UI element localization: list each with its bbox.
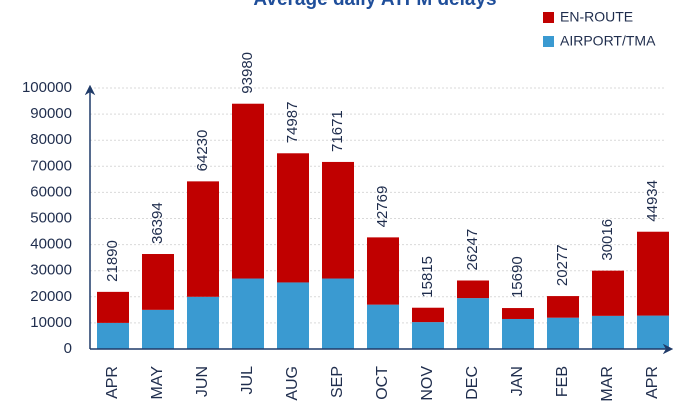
- x-tick-label: FEB: [554, 366, 571, 397]
- y-tick-label: 70000: [30, 157, 72, 174]
- y-tick-label: 90000: [30, 105, 72, 122]
- total-label: 93980: [239, 52, 256, 94]
- legend-swatch: [543, 36, 554, 47]
- bar-segment: [457, 280, 489, 299]
- bar-segment: [142, 309, 174, 349]
- bar-segment: [412, 322, 444, 349]
- bar-segment: [637, 315, 669, 349]
- bar-segment: [547, 296, 579, 318]
- y-tick-label: 40000: [30, 236, 72, 253]
- total-label: 15815: [419, 256, 436, 298]
- total-label: 42769: [374, 186, 391, 228]
- y-tick-label: 100000: [22, 79, 72, 96]
- bar-segment: [187, 296, 219, 349]
- x-tick-label: OCT: [374, 366, 391, 400]
- y-tick-label: 30000: [30, 262, 72, 279]
- bar-segment: [277, 153, 309, 283]
- x-tick-label: JUL: [239, 366, 256, 395]
- y-tick-label: 50000: [30, 209, 72, 226]
- bar-segment: [187, 181, 219, 297]
- y-tick-label: 80000: [30, 131, 72, 148]
- total-label: 71671: [329, 110, 346, 152]
- x-tick-label: APR: [644, 366, 661, 399]
- legend-label: EN-ROUTE: [560, 9, 633, 25]
- bar-segment: [637, 231, 669, 316]
- total-label: 20277: [554, 244, 571, 286]
- legend-label: AIRPORT/TMA: [560, 33, 656, 49]
- x-tick-label: MAY: [149, 366, 166, 400]
- bar-segment: [502, 318, 534, 349]
- bar-segment: [367, 237, 399, 305]
- y-tick-label: 0: [64, 340, 72, 357]
- total-label: 36394: [149, 202, 166, 244]
- bar-segment: [367, 304, 399, 349]
- total-label: 74987: [284, 102, 301, 144]
- total-label: 26247: [464, 229, 481, 271]
- bar-segment: [412, 307, 444, 323]
- bar-segment: [277, 282, 309, 349]
- total-label: 44934: [644, 180, 661, 222]
- y-tick-label: 10000: [30, 314, 72, 331]
- bar-segment: [97, 322, 129, 349]
- x-tick-label: SEP: [329, 366, 346, 398]
- x-tick-label: DEC: [464, 366, 481, 400]
- bar-segment: [592, 315, 624, 349]
- chart-title: Average daily ATFM delays: [253, 0, 496, 10]
- x-tick-label: APR: [104, 366, 121, 399]
- legend-swatch: [543, 12, 554, 23]
- total-label: 21890: [104, 240, 121, 282]
- x-tick-label: JUN: [194, 366, 211, 397]
- y-tick-label: 20000: [30, 288, 72, 305]
- bar-segment: [547, 317, 579, 349]
- bar-segment: [322, 278, 354, 349]
- y-tick-label: 60000: [30, 183, 72, 200]
- bar-segment: [457, 298, 489, 349]
- total-label: 64230: [194, 130, 211, 172]
- bar-segment: [502, 308, 534, 319]
- x-tick-label: MAR: [599, 366, 616, 402]
- bar-segment: [142, 254, 174, 310]
- bar-segment: [592, 270, 624, 316]
- x-tick-label: AUG: [284, 366, 301, 401]
- x-tick-label: JAN: [509, 366, 526, 396]
- total-label: 30016: [599, 219, 616, 261]
- bar-segment: [232, 278, 264, 349]
- total-label: 15690: [509, 256, 526, 298]
- bar-segment: [97, 291, 129, 323]
- bar-segment: [232, 103, 264, 279]
- x-tick-label: NOV: [419, 366, 436, 401]
- bar-segment: [322, 161, 354, 279]
